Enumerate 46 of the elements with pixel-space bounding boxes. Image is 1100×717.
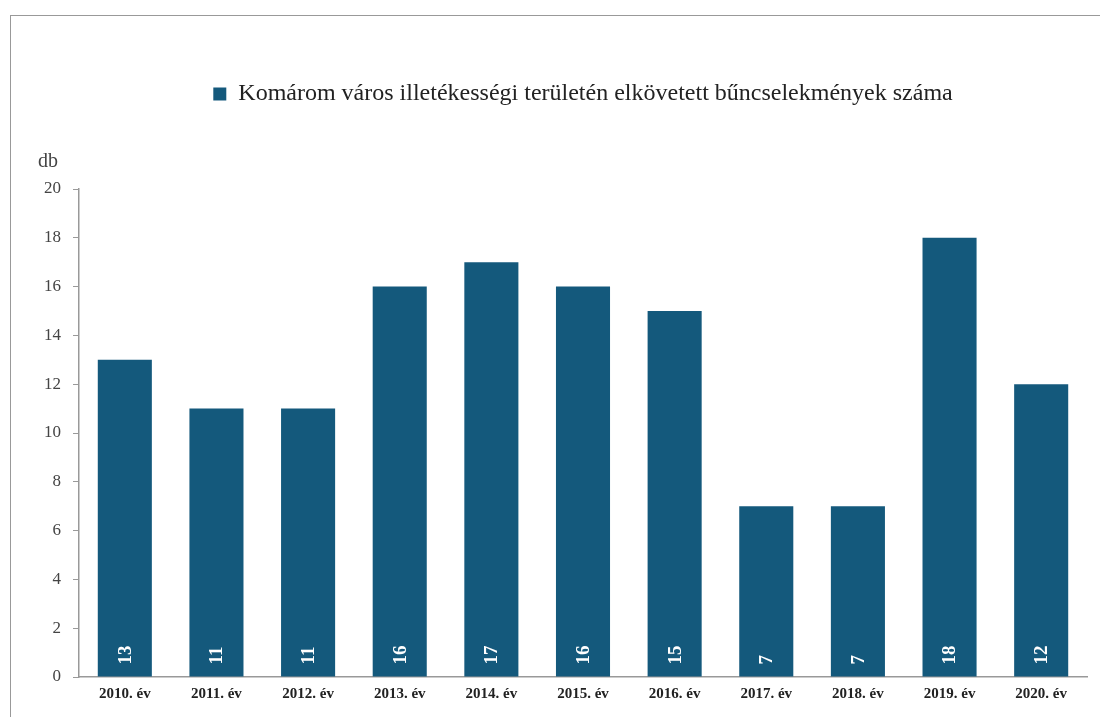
data-label: 16 [571, 645, 593, 665]
bar [372, 286, 427, 677]
y-tick-label: 14 [44, 324, 62, 344]
bar [281, 408, 336, 677]
y-tick-label: 16 [44, 276, 61, 296]
x-tick-label: 2014. év [465, 684, 518, 701]
data-label: 16 [388, 645, 410, 665]
y-tick-label: 2 [52, 617, 61, 637]
y-tick-label: 18 [44, 227, 61, 247]
x-tick-label: 2015. év [557, 684, 610, 701]
x-tick-label: 2012. év [282, 684, 335, 701]
bar [739, 506, 794, 677]
y-tick-label: 6 [52, 520, 61, 540]
bar [189, 408, 244, 677]
data-label: 11 [297, 646, 318, 665]
x-tick-label: 2018. év [832, 684, 885, 701]
data-label: 15 [663, 645, 685, 665]
bar [464, 262, 519, 677]
x-tick-label: 2020. év [1015, 684, 1068, 701]
y-tick-label: 4 [52, 568, 62, 588]
x-tick-label: 2019. év [923, 684, 976, 701]
bar [1014, 384, 1069, 677]
x-tick-label: 2011. év [191, 684, 243, 701]
bar [922, 237, 977, 677]
bar [647, 311, 702, 677]
data-label: 11 [205, 646, 227, 665]
x-tick-label: 2010. év [98, 684, 152, 701]
y-tick-label: 20 [44, 178, 61, 198]
bar [830, 506, 885, 677]
y-axis-title: db [38, 149, 58, 171]
data-label: 13 [113, 645, 135, 665]
data-label: 17 [480, 645, 502, 665]
bar [555, 286, 611, 677]
data-label: 7 [755, 654, 777, 665]
y-tick-label: 8 [52, 471, 61, 491]
bar [97, 359, 152, 677]
data-label: 7 [846, 654, 868, 665]
y-tick-label: 12 [44, 373, 61, 393]
x-tick-label: 2017. év [740, 684, 793, 701]
x-tick-label: 2013. év [373, 684, 427, 701]
data-label: 12 [1030, 645, 1052, 665]
legend-label: Komárom város illetékességi területén elkövetett bűncselekmények száma [238, 79, 954, 106]
x-tick-label: 2016. év [648, 684, 701, 701]
y-tick-label: 0 [52, 666, 61, 686]
y-tick-label: 10 [44, 422, 61, 442]
data-label: 18 [938, 645, 960, 665]
